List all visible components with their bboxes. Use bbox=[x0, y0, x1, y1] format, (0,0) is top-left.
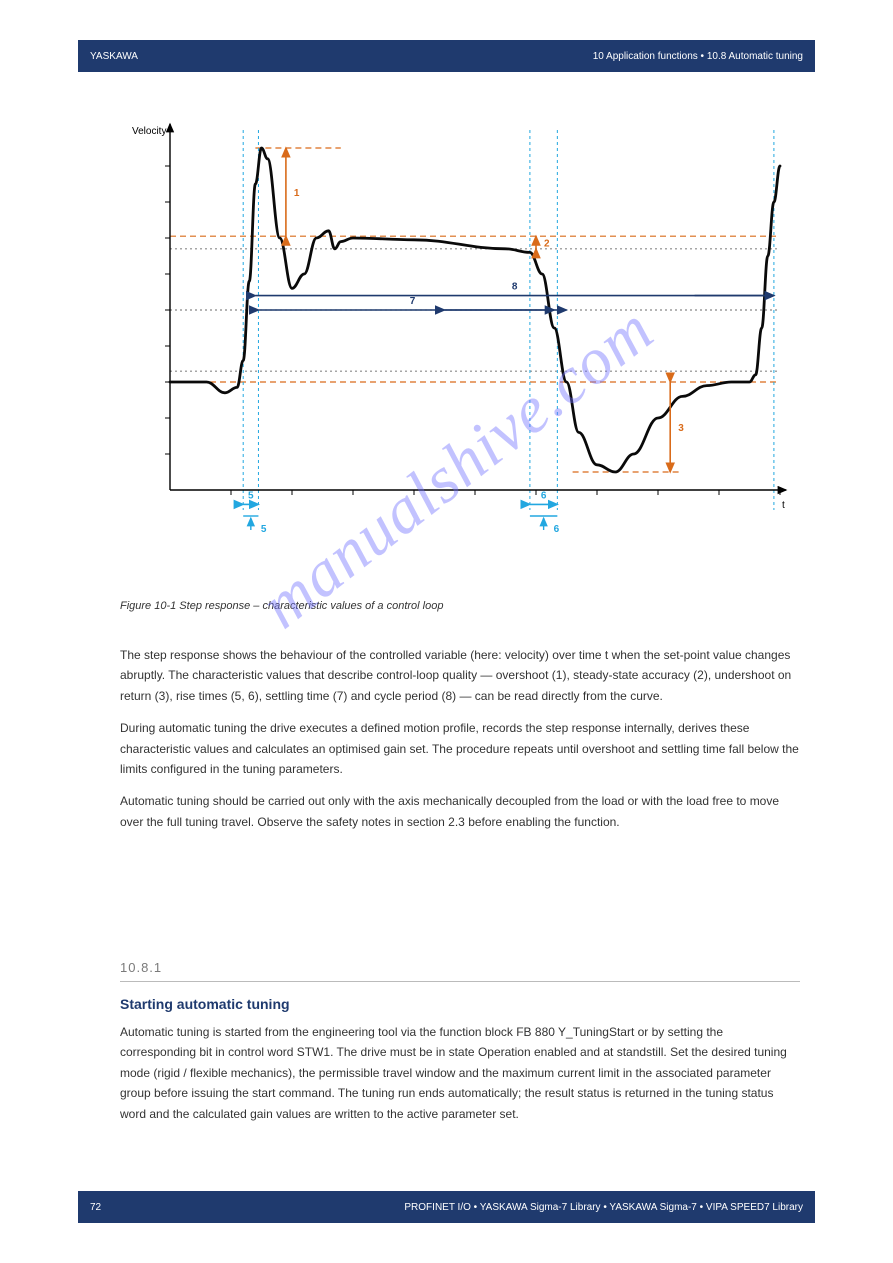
svg-text:7: 7 bbox=[410, 296, 416, 307]
body-para-3: Automatic tuning should be carried out o… bbox=[120, 791, 800, 832]
svg-text:5: 5 bbox=[261, 524, 267, 535]
footer-bar: 72 PROFINET I/O • YASKAWA Sigma-7 Librar… bbox=[78, 1191, 815, 1223]
svg-text:2: 2 bbox=[544, 239, 550, 250]
footer-left: 72 bbox=[90, 1202, 101, 1213]
svg-text:6: 6 bbox=[554, 524, 560, 535]
section-title: Starting automatic tuning bbox=[120, 996, 800, 1012]
section: 10.8.1 Starting automatic tuning Automat… bbox=[120, 960, 800, 1124]
body-text: The step response shows the behaviour of… bbox=[120, 645, 800, 844]
svg-text:t: t bbox=[782, 500, 785, 511]
section-rule bbox=[120, 981, 800, 982]
svg-text:Velocity: Velocity bbox=[132, 126, 166, 137]
figure-caption: Figure 10-1 Step response – characterist… bbox=[120, 600, 800, 612]
section-body: Automatic tuning is started from the eng… bbox=[120, 1022, 800, 1124]
body-para-1: The step response shows the behaviour of… bbox=[120, 645, 800, 706]
svg-text:8: 8 bbox=[512, 282, 518, 293]
body-para-2: During automatic tuning the drive execut… bbox=[120, 718, 800, 779]
header-left: YASKAWA bbox=[90, 51, 138, 62]
svg-text:1: 1 bbox=[294, 188, 300, 199]
step-response-chart: t Velocity 1 2 5 5 6 6 3 7 8 bbox=[120, 110, 800, 570]
svg-text:5: 5 bbox=[248, 490, 254, 501]
header-right: 10 Application functions • 10.8 Automati… bbox=[593, 51, 803, 62]
footer-right: PROFINET I/O • YASKAWA Sigma-7 Library •… bbox=[404, 1202, 803, 1213]
header-bar: YASKAWA 10 Application functions • 10.8 … bbox=[78, 40, 815, 72]
svg-text:3: 3 bbox=[678, 423, 684, 434]
section-number: 10.8.1 bbox=[120, 960, 800, 975]
svg-text:6: 6 bbox=[541, 490, 547, 501]
